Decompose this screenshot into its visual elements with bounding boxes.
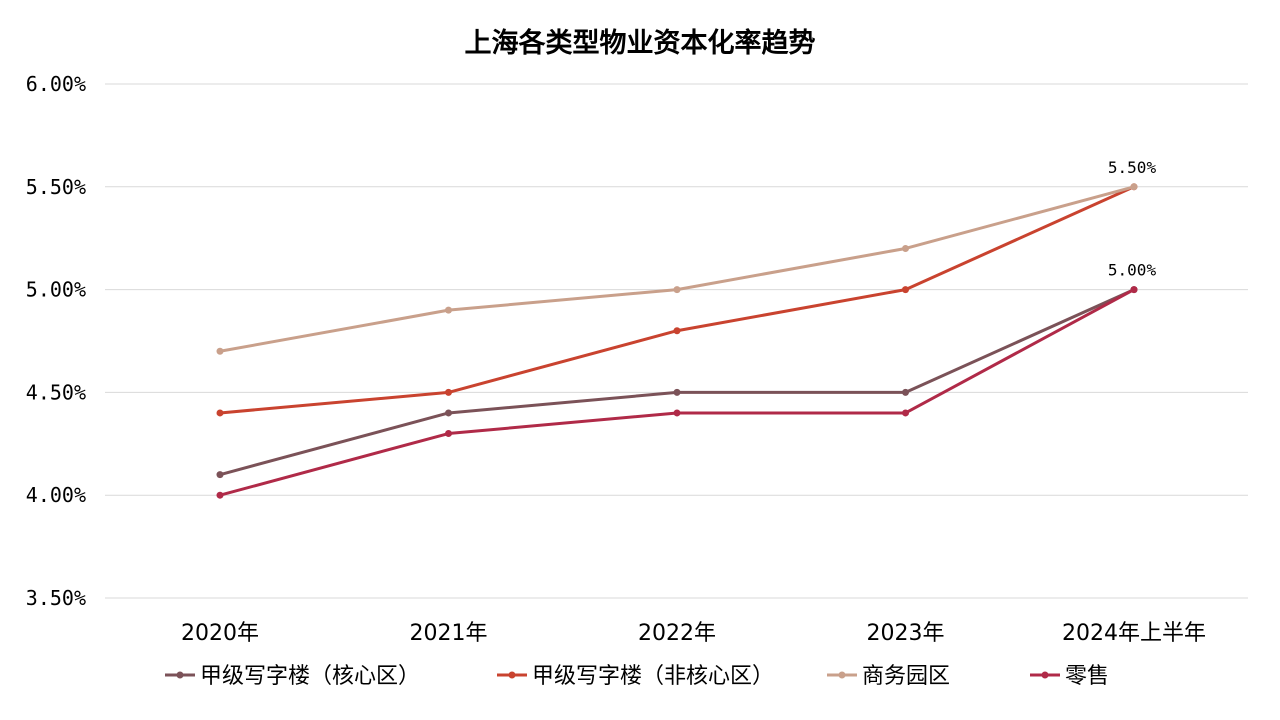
data-point [673,327,681,335]
data-point [216,491,224,499]
legend-label: 甲级写字楼（非核心区） [532,664,774,689]
series-3 [216,286,1138,499]
legend-marker [508,671,516,679]
series-line [218,185,1136,353]
y-tick-label: 4.00% [26,483,86,507]
legend-marker [838,671,846,679]
data-point [902,388,909,396]
data-point [673,286,681,294]
legend-item: 商务园区 [827,664,950,689]
data-point [445,388,452,396]
series-1 [216,183,1138,417]
y-tick-label: 4.50% [26,380,86,404]
legend-item: 甲级写字楼（核心区） [165,664,420,689]
y-tick-label: 5.00% [26,278,86,302]
series-0 [216,286,1138,479]
data-point [216,471,224,479]
data-point [902,409,909,417]
chart-title: 上海各类型物业资本化率趋势 [465,27,816,59]
legend-label: 零售 [1065,664,1109,689]
data-label: 5.50% [1108,158,1157,177]
legend-label: 甲级写字楼（核心区） [200,664,420,689]
legend-item: 零售 [1030,664,1109,689]
legend-marker [176,671,184,679]
data-point [673,409,681,417]
data-labels: 5.50% 5.00% [1108,158,1157,280]
y-tick-label: 5.50% [26,175,86,199]
y-tick-label: 6.00% [26,72,86,96]
x-tick-label: 2021年 [410,621,488,646]
x-tick-label: 2023年 [867,621,945,646]
data-point [1130,183,1138,191]
y-axis-ticks: 6.00% 5.50% 5.00% 4.50% 4.00% 3.50% [26,72,86,610]
legend-label: 商务园区 [862,664,950,689]
data-point [902,286,909,294]
data-point [1130,286,1138,294]
data-label: 5.00% [1108,261,1157,280]
x-tick-label: 2022年 [638,621,716,646]
y-tick-label: 3.50% [26,586,86,610]
data-point [902,244,909,252]
data-point [445,430,452,438]
series-2 [216,183,1138,355]
series-line [218,288,1136,477]
data-point [445,409,452,417]
data-point [445,306,452,314]
x-axis-ticks: 2020年 2021年 2022年 2023年 2024年上半年 [181,621,1206,646]
data-point [216,409,224,417]
legend-marker [1041,671,1049,679]
series-line [218,185,1136,415]
legend: 甲级写字楼（核心区） 甲级写字楼（非核心区） 商务园区 零售 [165,664,1109,689]
data-point [216,347,224,355]
legend-item: 甲级写字楼（非核心区） [497,664,774,689]
series-group [216,183,1138,499]
data-point [673,388,681,396]
x-tick-label: 2020年 [181,621,259,646]
x-tick-label: 2024年上半年 [1062,621,1206,646]
